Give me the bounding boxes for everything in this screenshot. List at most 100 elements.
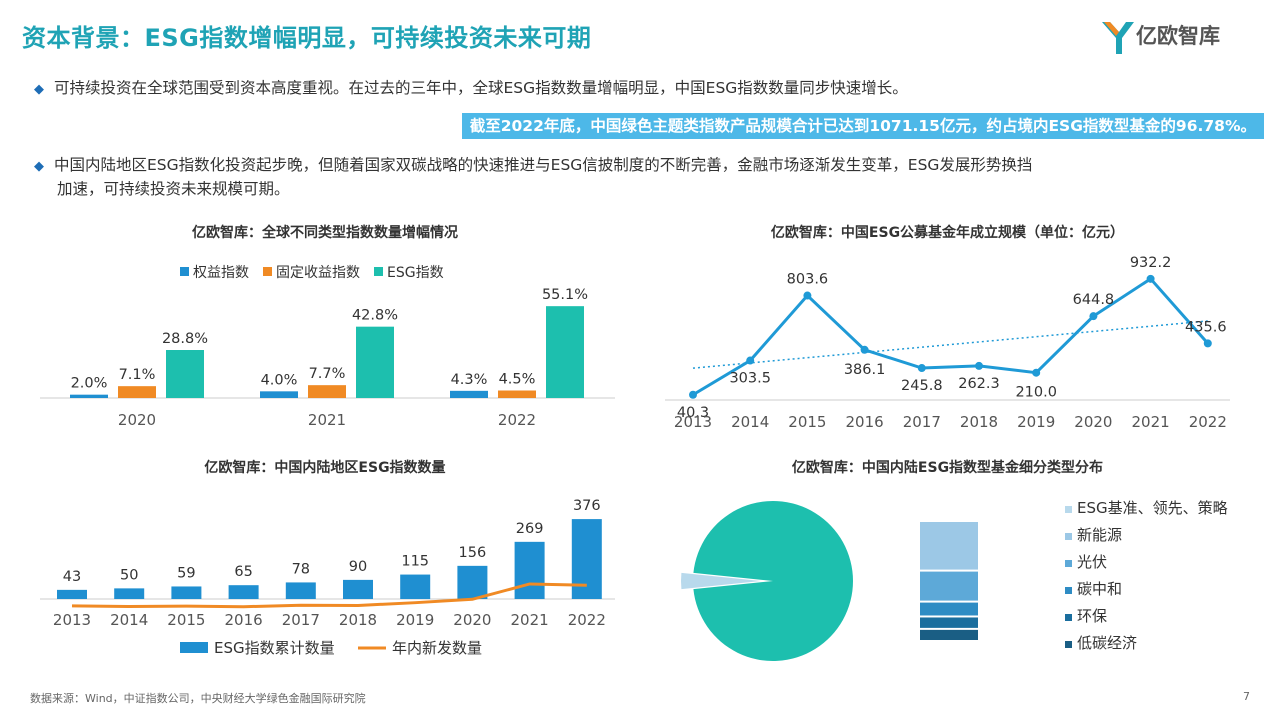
x-tick-label: 2020 — [118, 411, 156, 429]
bar — [457, 565, 488, 599]
data-label: 4.3% — [451, 372, 488, 388]
data-label: 376 — [573, 498, 601, 514]
x-tick-label: 2016 — [846, 413, 884, 431]
x-tick-label: 2019 — [396, 611, 434, 629]
series-line — [692, 276, 1209, 397]
data-label: 386.1 — [844, 362, 886, 378]
data-label: 435.6 — [1185, 319, 1227, 335]
bar — [498, 390, 536, 398]
data-label: 7.7% — [309, 366, 346, 382]
legend-swatch — [374, 267, 383, 276]
legend-swatch — [263, 267, 272, 276]
data-label: 78 — [292, 561, 310, 577]
logo-icon — [1102, 22, 1134, 54]
data-label: 4.5% — [499, 372, 536, 388]
x-tick-label: 2022 — [568, 611, 606, 629]
legend-label: 固定收益指数 — [276, 265, 360, 281]
pie-slice-small — [681, 572, 761, 590]
x-tick-label: 2021 — [308, 411, 346, 429]
bullet-2: ◆ 中国内陆地区ESG指数化投资起步晚，但随着国家双碳战略的快速推进与ESG信披制… — [34, 153, 1032, 179]
x-tick-label: 2013 — [674, 413, 712, 431]
legend-label: 光伏 — [1077, 553, 1107, 571]
data-label: 42.8% — [352, 308, 398, 324]
pie-slice-main — [693, 501, 853, 661]
x-tick-label: 2016 — [225, 611, 263, 629]
legend-swatch — [180, 642, 208, 653]
x-tick-label: 2014 — [110, 611, 148, 629]
legend-label: ESG基准、领先、策略 — [1077, 499, 1228, 517]
legend-swatch — [180, 267, 189, 276]
bar — [166, 350, 204, 398]
bar — [260, 391, 298, 398]
bar — [70, 394, 108, 398]
mainland-count-chart: 43 2013 50 2014 59 2015 65 2016 78 2017 90 2018 115 2… — [40, 498, 615, 657]
x-tick-label: 2017 — [903, 413, 941, 431]
bar — [308, 385, 346, 398]
data-label: 303.5 — [729, 371, 771, 387]
diamond-icon: ◆ — [34, 82, 44, 97]
bar — [571, 519, 602, 599]
data-label: 2.0% — [71, 376, 108, 392]
stack-segment — [920, 522, 978, 570]
x-tick-label: 2014 — [731, 413, 769, 431]
stack-segment — [920, 602, 978, 616]
legend-swatch — [1065, 506, 1072, 513]
data-label: 90 — [349, 559, 367, 575]
data-point — [1089, 312, 1098, 321]
data-label: 4.0% — [261, 372, 298, 388]
x-tick-label: 2021 — [1132, 413, 1170, 431]
page-number: 7 — [1243, 690, 1250, 703]
data-label: 50 — [120, 567, 138, 583]
legend-label: 低碳经济 — [1077, 634, 1137, 652]
chart2-title: 亿欧智库：中国ESG公募基金年成立规模（单位：亿元） — [770, 225, 1125, 241]
logo: 亿欧智库 — [1100, 18, 1250, 58]
data-label: 55.1% — [542, 287, 588, 303]
bullet-2-cont: 加速，可持续投资未来规模可期。 — [57, 177, 290, 201]
x-tick-label: 2018 — [960, 413, 998, 431]
bullet-1: ◆ 可持续投资在全球范围受到资本高度重视。在过去的三年中，全球ESG指数数量增幅明… — [34, 76, 908, 102]
bar — [285, 582, 316, 599]
x-tick-label: 2015 — [167, 611, 205, 629]
bar — [400, 574, 431, 599]
data-label: 43 — [63, 569, 81, 585]
x-tick-label: 2013 — [53, 611, 91, 629]
x-tick-label: 2020 — [1074, 413, 1112, 431]
bar — [114, 588, 145, 599]
legend-swatch — [1065, 614, 1072, 621]
highlight-banner: 截至2022年底，中国绿色主题类指数产品规模合计已达到1071.15亿元，约占境… — [461, 113, 1264, 139]
legend-label: 新能源 — [1077, 526, 1122, 544]
data-point — [1146, 274, 1155, 283]
bar — [343, 579, 373, 599]
legend-swatch — [1065, 641, 1072, 648]
data-label: 59 — [177, 565, 195, 581]
page-title: 资本背景：ESG指数增幅明显，可持续投资未来可期 — [22, 24, 592, 52]
data-point — [975, 361, 983, 370]
x-tick-label: 2017 — [282, 611, 320, 629]
x-tick-label: 2022 — [498, 411, 536, 429]
stack-segment — [920, 629, 978, 640]
data-label: 7.1% — [119, 367, 156, 383]
legend-swatch — [1065, 587, 1072, 594]
data-label: 262.3 — [958, 376, 1000, 392]
data-point — [860, 345, 869, 354]
legend-swatch — [1065, 533, 1072, 540]
bar — [450, 390, 488, 398]
data-label: 210.0 — [1015, 385, 1057, 401]
data-label: 115 — [401, 554, 429, 570]
legend-label: ESG指数 — [387, 265, 444, 281]
legend-label: ESG指数累计数量 — [214, 639, 335, 657]
chart4-title: 亿欧智库：中国内陆ESG指数型基金细分类型分布 — [791, 460, 1104, 476]
data-point — [917, 364, 926, 373]
bar — [514, 541, 545, 599]
series-line — [71, 582, 587, 609]
x-tick-label: 2020 — [453, 611, 491, 629]
data-source: 数据来源：Wind，中证指数公司，中央财经大学绿色金融国际研究院 — [30, 692, 366, 705]
x-tick-label: 2019 — [1017, 413, 1055, 431]
global-index-chart: 权益指数 固定收益指数 ESG指数 2.0% 7.1% 28.8% 2020 4.0% 7.7%… — [40, 265, 615, 429]
legend-label: 权益指数 — [193, 265, 249, 281]
data-label: 932.2 — [1130, 255, 1172, 271]
bullet-1-text: 可持续投资在全球范围受到资本高度重视。在过去的三年中，全球ESG指数数量增幅明显… — [54, 79, 908, 97]
bar — [228, 585, 259, 599]
data-label: 28.8% — [162, 331, 208, 347]
